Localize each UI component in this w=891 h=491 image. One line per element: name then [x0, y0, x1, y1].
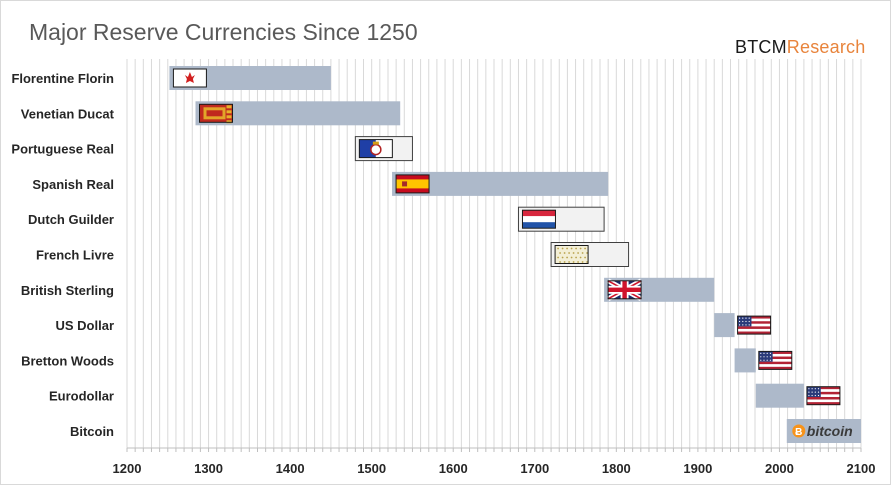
portugal-flag-icon: [358, 139, 393, 159]
bar-row: French Livre: [36, 242, 630, 267]
x-tick-label: 1500: [357, 461, 386, 476]
bar-row: Portuguese Real: [11, 136, 413, 162]
bar-row: US Dollar: [55, 313, 735, 338]
x-tick-label: 2100: [847, 461, 876, 476]
category-label: French Livre: [36, 248, 114, 263]
bar-row: Bitcoin: [70, 419, 861, 443]
category-label: Venetian Ducat: [21, 106, 115, 121]
bitcoin-symbol: Ƀ: [795, 427, 802, 438]
category-label: US Dollar: [55, 318, 114, 333]
x-tick-label: 1200: [113, 461, 142, 476]
bar-row: Eurodollar: [49, 383, 804, 408]
x-tick-label: 1300: [194, 461, 223, 476]
x-tick-label: 1600: [439, 461, 468, 476]
category-label: Bitcoin: [70, 424, 114, 439]
category-label: Florentine Florin: [11, 71, 114, 86]
uk-flag-icon: [606, 278, 643, 301]
x-tick-label: 1800: [602, 461, 631, 476]
category-label: Spanish Real: [32, 177, 114, 192]
category-label: Eurodollar: [49, 389, 114, 404]
bar: [714, 313, 735, 338]
bar: [734, 348, 756, 373]
x-tick-label: 2000: [765, 461, 794, 476]
bar-row: Bretton Woods: [21, 348, 756, 373]
category-label: Dutch Guilder: [28, 212, 114, 227]
category-label: Bretton Woods: [21, 353, 114, 368]
category-label: Portuguese Real: [11, 142, 114, 157]
bitcoin-wordmark: bitcoin: [807, 423, 853, 439]
chart-title: Major Reserve Currencies Since 1250: [29, 19, 418, 45]
bar-row: Spanish Real: [32, 171, 609, 196]
x-tick-label: 1900: [683, 461, 712, 476]
brand-name-main: BTCM: [735, 37, 787, 57]
bar-row: Florentine Florin: [11, 66, 331, 90]
bar: [755, 383, 804, 408]
x-tick-label: 1700: [520, 461, 549, 476]
brand-logo: BTCMResearch: [735, 37, 865, 58]
france-flag-icon: [554, 245, 589, 264]
florence-flag-icon: [172, 68, 207, 88]
category-label: British Sterling: [21, 283, 114, 298]
bar-row: Dutch Guilder: [28, 206, 605, 232]
spain-flag-icon: [395, 174, 430, 194]
netherlands-flag-icon: [521, 209, 556, 229]
venice-flag-icon: [199, 103, 234, 124]
usa-flag-icon: [758, 350, 793, 370]
brand-name-accent: Research: [786, 37, 866, 57]
usa-flag-icon: [737, 315, 772, 335]
x-tick-label: 1400: [276, 461, 305, 476]
usa-flag-icon: [806, 386, 841, 406]
